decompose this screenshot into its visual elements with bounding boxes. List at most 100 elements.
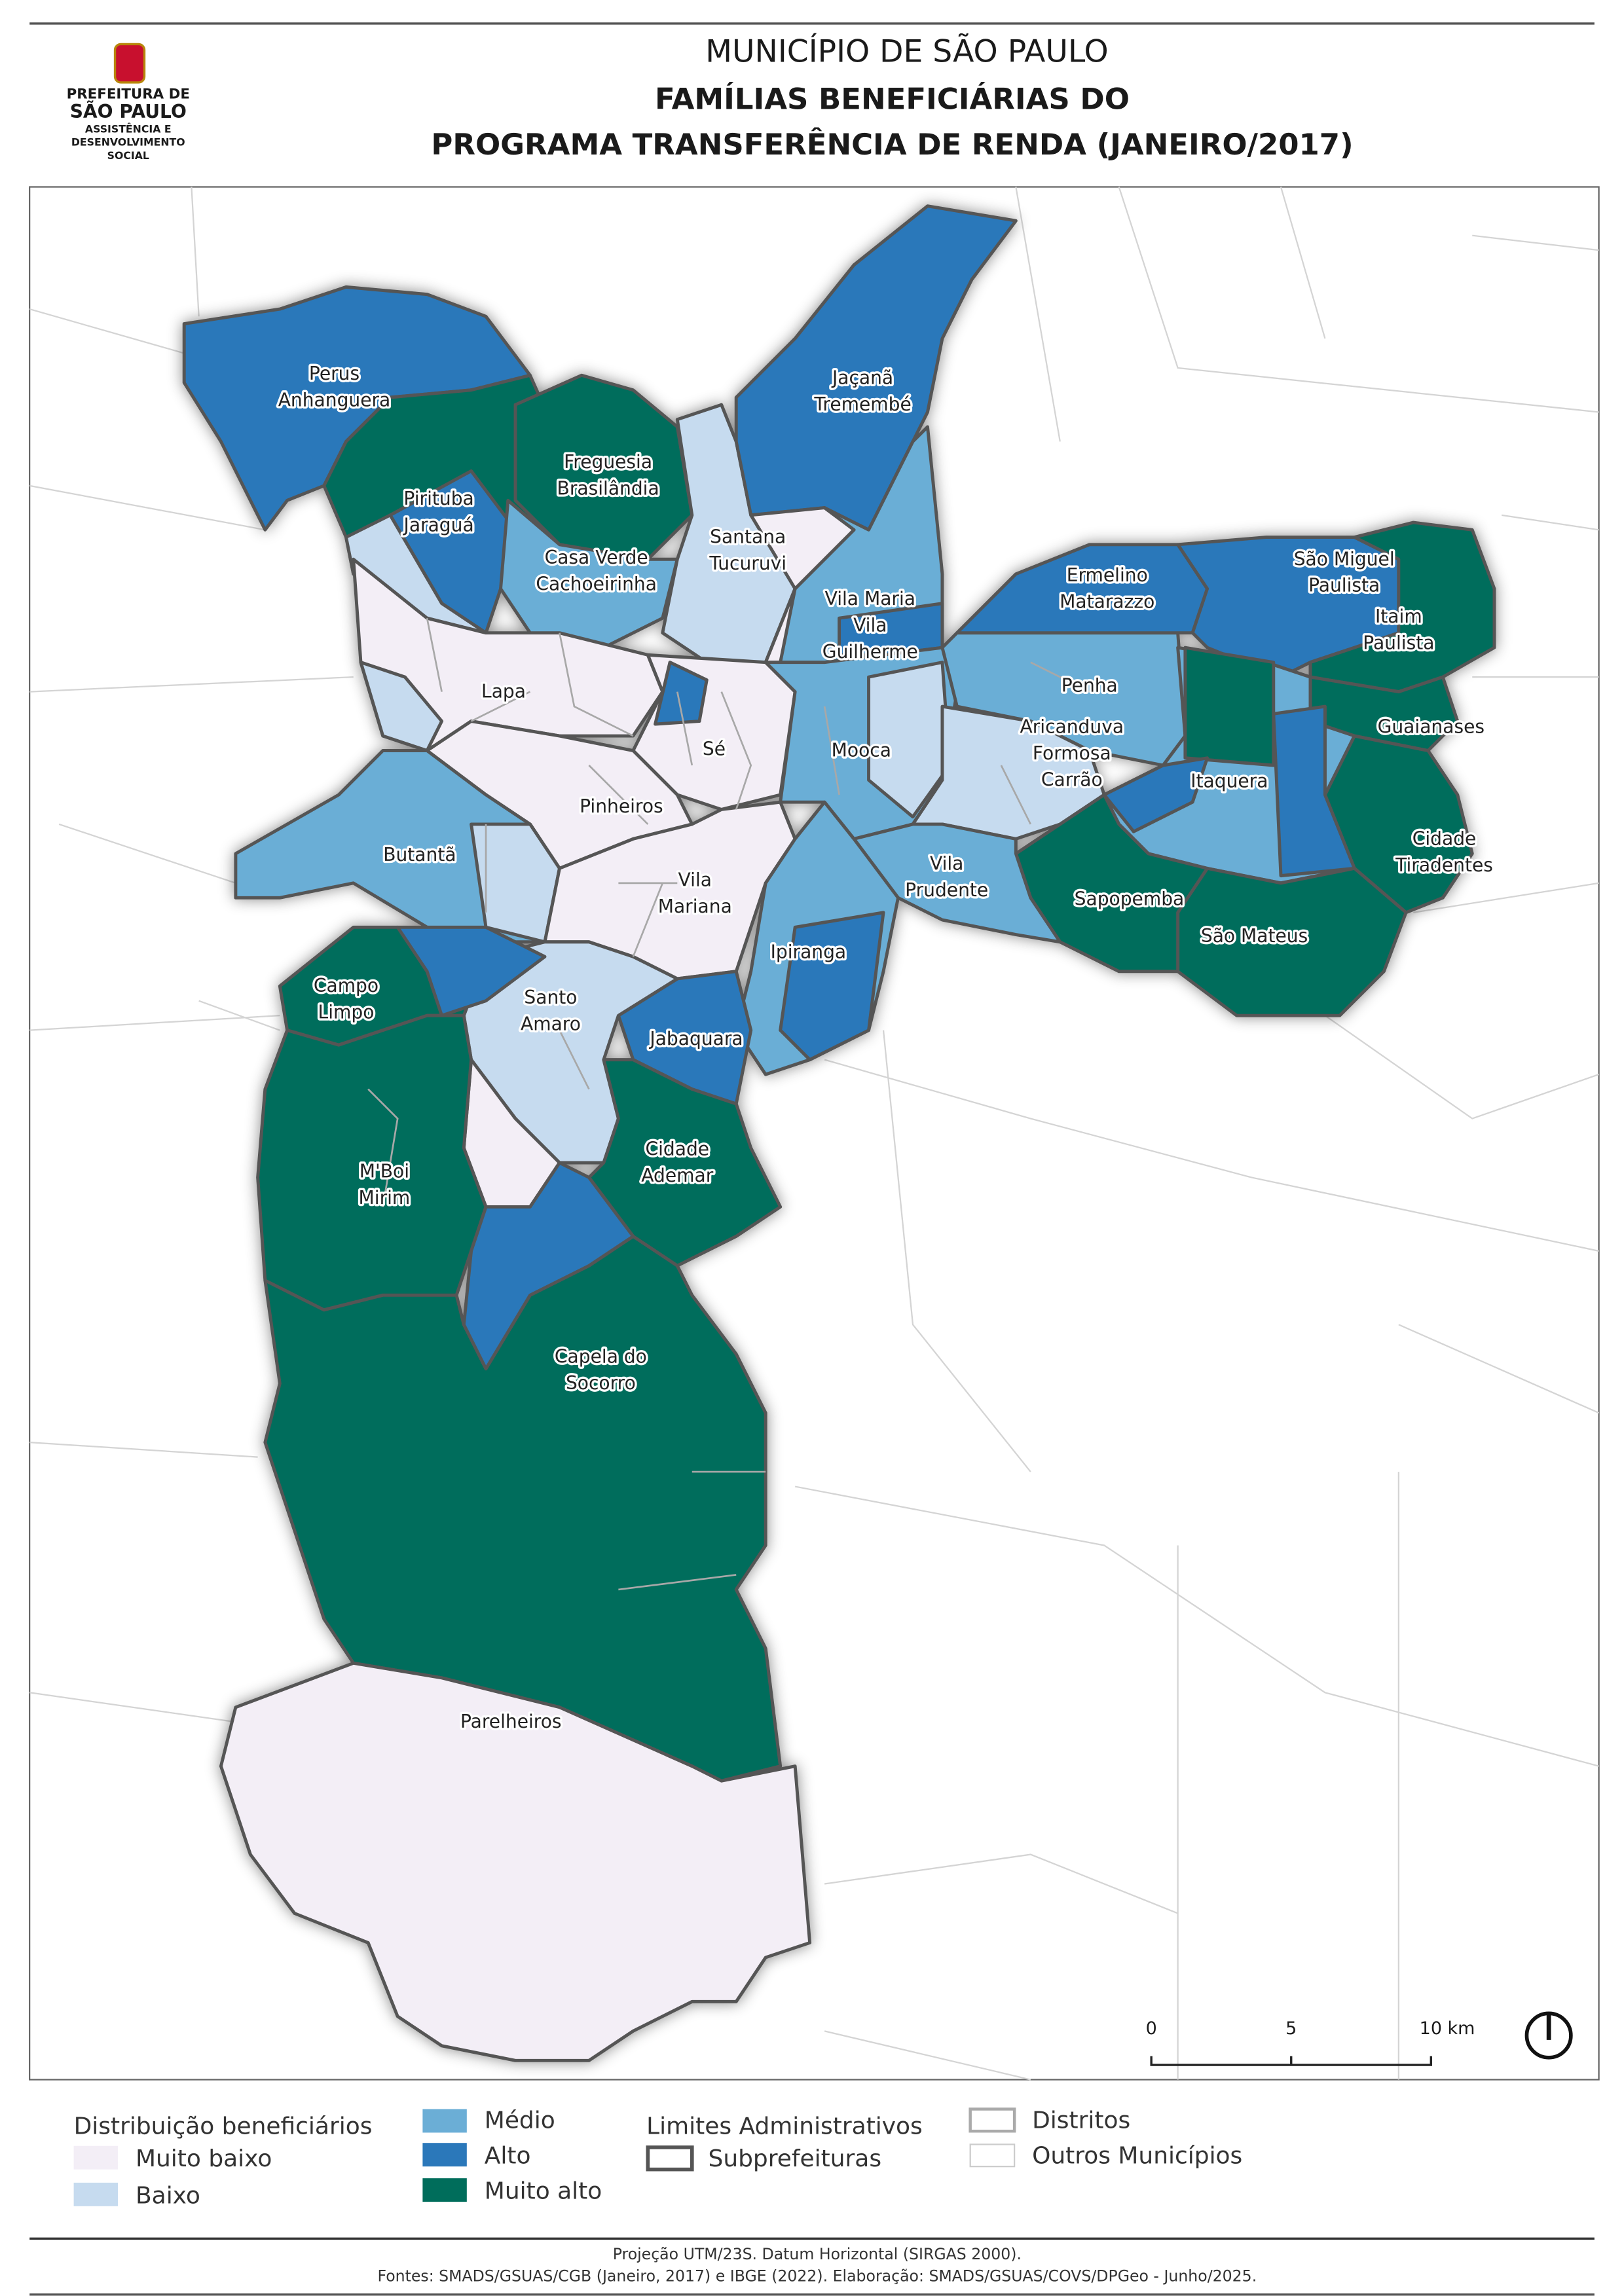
title-line-1: MUNICÍPIO DE SÃO PAULO — [705, 32, 1108, 69]
svg-text:São Mateus: São Mateus — [1201, 925, 1308, 947]
svg-text:Vila: Vila — [853, 614, 887, 636]
svg-text:Ademar: Ademar — [641, 1165, 713, 1186]
legend-swatch-subprefeituras — [646, 2145, 694, 2172]
district-capela-alto — [462, 1161, 635, 1371]
svg-text:Vila Maria: Vila Maria — [825, 588, 915, 610]
svg-text:PREFEITURA DE: PREFEITURA DE — [67, 86, 190, 103]
svg-text:M'Boi: M'Boi — [360, 1160, 409, 1182]
svg-text:Sé: Sé — [703, 738, 726, 759]
legend-swatch-outros-municipios — [969, 2143, 1016, 2168]
svg-text:Vila: Vila — [678, 869, 712, 890]
subpref-vila-prudente[interactable] — [852, 822, 1062, 944]
subpref-aricanduva-formosa-carrao[interactable] — [911, 704, 1106, 841]
svg-text:Prudente: Prudente — [905, 879, 988, 901]
svg-text:Cachoeirinha: Cachoeirinha — [536, 573, 657, 594]
svg-text:Casa Verde: Casa Verde — [545, 547, 648, 568]
district-mooca-baixo — [867, 661, 951, 819]
district-lapa-baixo — [359, 661, 444, 752]
svg-text:Mirim: Mirim — [359, 1187, 411, 1209]
svg-text:Tremembé: Tremembé — [813, 393, 911, 415]
svg-text:Matarazzo: Matarazzo — [1060, 591, 1154, 612]
svg-text:Vila: Vila — [930, 853, 963, 875]
footer-sources: Fontes: SMADS/GSUAS/CGB (Janeiro, 2017) … — [378, 2267, 1257, 2286]
svg-text:Ermelino: Ermelino — [1067, 564, 1148, 586]
svg-text:Jabaquara: Jabaquara — [648, 1028, 743, 1049]
svg-text:Campo: Campo — [314, 975, 378, 996]
svg-text:Santana: Santana — [710, 526, 786, 548]
svg-text:ASSISTÊNCIA E: ASSISTÊNCIA E — [85, 122, 172, 135]
district-ipiranga-alto — [779, 911, 885, 1062]
svg-text:Pinheiros: Pinheiros — [580, 795, 663, 817]
svg-text:Capela do: Capela do — [555, 1346, 647, 1368]
svg-text:Brasilândia: Brasilândia — [557, 477, 659, 499]
svg-text:Mooca: Mooca — [832, 740, 891, 761]
svg-text:Muito alto: Muito alto — [485, 2178, 602, 2205]
svg-text:Ipiranga: Ipiranga — [771, 941, 847, 962]
svg-text:Amaro: Amaro — [521, 1013, 581, 1035]
svg-text:São Miguel: São Miguel — [1294, 548, 1395, 570]
svg-text:Anhanguera: Anhanguera — [278, 389, 391, 410]
svg-text:5: 5 — [1285, 2018, 1297, 2039]
svg-text:Jaçanã: Jaçanã — [831, 367, 893, 389]
district-itaquera-muito-alto — [1183, 646, 1276, 767]
svg-text:Muito baixo: Muito baixo — [136, 2145, 272, 2172]
title-line-3: PROGRAMA TRANSFERÊNCIA DE RENDA (JANEIRO… — [431, 127, 1353, 162]
subpref-parelheiros[interactable] — [219, 1661, 812, 2062]
svg-text:Subprefeituras: Subprefeituras — [709, 2145, 882, 2172]
svg-text:Jaraguá: Jaraguá — [403, 515, 474, 536]
svg-text:Formosa: Formosa — [1033, 742, 1111, 764]
svg-text:Socorro: Socorro — [566, 1372, 636, 1394]
svg-text:Paulista: Paulista — [1363, 632, 1434, 653]
district-campo-limpo-alto — [396, 925, 547, 1017]
svg-text:Outros Municípios: Outros Municípios — [1032, 2143, 1242, 2170]
svg-text:Baixo: Baixo — [136, 2182, 200, 2209]
svg-text:0: 0 — [1146, 2018, 1157, 2039]
coat-of-arms-icon — [113, 43, 146, 84]
svg-text:Distritos: Distritos — [1032, 2107, 1130, 2134]
svg-text:Parelheiros: Parelheiros — [460, 1711, 562, 1732]
svg-text:Itaquera: Itaquera — [1190, 771, 1268, 792]
legend-swatch-medio — [422, 2109, 467, 2133]
svg-text:Médio: Médio — [485, 2107, 555, 2134]
svg-text:Limpo: Limpo — [318, 1002, 375, 1023]
svg-text:Tucuruvi: Tucuruvi — [709, 553, 786, 574]
svg-text:Cidade: Cidade — [646, 1139, 710, 1160]
district-boundaries — [367, 617, 1090, 1591]
subpref-casa-verde-cachoeirinha[interactable] — [499, 498, 679, 649]
title-line-2: FAMÍLIAS BENEFICIÁRIAS DO — [655, 81, 1130, 116]
svg-text:Mariana: Mariana — [658, 896, 732, 917]
legend-swatch-distritos — [969, 2107, 1016, 2133]
svg-text:Tiradentes: Tiradentes — [1395, 854, 1493, 876]
district-itaquera-alto-2 — [1102, 756, 1209, 833]
subprefeituras — [182, 204, 1496, 2062]
scale-bar: 0 5 10 km — [1146, 2018, 1475, 2066]
svg-text:Butantã: Butantã — [383, 844, 456, 866]
other-municipalities — [29, 187, 1600, 2081]
svg-text:Santo: Santo — [524, 987, 577, 1008]
svg-text:SOCIAL: SOCIAL — [107, 149, 149, 162]
svg-text:Perus: Perus — [309, 363, 360, 384]
svg-text:Guaianases: Guaianases — [1378, 716, 1485, 738]
legend-swatch-alto — [422, 2143, 467, 2167]
legend-title: Distribuição beneficiários — [74, 2113, 373, 2140]
map-labels: Perus Anhanguera Pirituba Jaraguá Fregue… — [276, 361, 1495, 1735]
svg-text:Lapa: Lapa — [481, 681, 526, 702]
svg-text:Cidade: Cidade — [1412, 828, 1477, 849]
legend-swatch-baixo — [73, 2182, 119, 2206]
subpref-cidade-ademar[interactable] — [587, 1058, 783, 1267]
svg-text:SÃO PAULO: SÃO PAULO — [70, 100, 187, 122]
svg-text:Carrão: Carrão — [1041, 769, 1103, 790]
north-arrow-icon — [1524, 2011, 1573, 2060]
svg-text:Paulista: Paulista — [1308, 575, 1380, 596]
svg-text:10 km: 10 km — [1420, 2018, 1475, 2039]
map-frame: Perus Anhanguera Pirituba Jaraguá Fregue… — [29, 186, 1600, 2081]
svg-text:Itaim: Itaim — [1375, 606, 1422, 627]
district-vila-maria-muito-baixo — [749, 506, 856, 665]
legend: Distribuição beneficiários Muito baixo B… — [73, 2107, 1242, 2209]
svg-text:DESENVOLVIMENTO: DESENVOLVIMENTO — [71, 136, 185, 149]
svg-text:Alto: Alto — [485, 2143, 531, 2170]
svg-text:Guilherme: Guilherme — [822, 641, 918, 663]
legend-swatch-muito-baixo — [73, 2145, 119, 2170]
svg-text:Pirituba: Pirituba — [403, 488, 473, 509]
